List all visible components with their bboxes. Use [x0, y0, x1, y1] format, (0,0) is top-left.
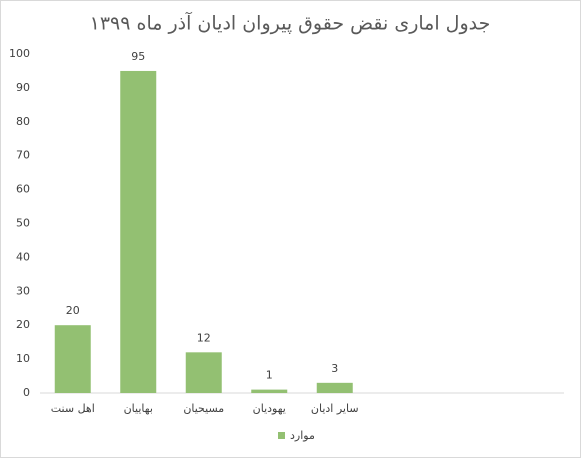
chart-title: جدول اماری نقض حقوق پیروان ادیان آذر ماه…: [90, 11, 491, 35]
y-tick-label: 10: [16, 352, 30, 365]
bar: [54, 325, 91, 393]
bar: [120, 70, 157, 393]
x-tick-label: مسیحیان: [183, 402, 224, 415]
y-tick-label: 0: [23, 386, 30, 399]
y-tick-label: 70: [16, 149, 30, 162]
data-label: 20: [66, 304, 80, 317]
x-tick-label: سایر ادیان: [311, 402, 359, 415]
bar: [185, 352, 222, 393]
y-tick-label: 60: [16, 183, 30, 196]
bar: [316, 382, 353, 393]
y-tick-label: 90: [16, 81, 30, 94]
y-tick-label: 30: [16, 284, 30, 297]
x-tick-label: اهل سنت: [51, 402, 95, 415]
legend-label: موارد: [290, 429, 315, 442]
y-tick-label: 40: [16, 250, 30, 263]
data-label: 95: [131, 50, 145, 63]
data-label: 1: [266, 369, 273, 382]
y-tick-label: 80: [16, 115, 30, 128]
legend-swatch: [278, 432, 285, 439]
data-label: 3: [331, 362, 338, 375]
y-tick-label: 100: [9, 47, 30, 60]
x-tick-label: یهودیان: [253, 402, 286, 415]
y-tick-label: 20: [16, 318, 30, 331]
y-tick-label: 50: [16, 217, 30, 230]
bar: [251, 389, 288, 393]
data-label: 12: [197, 331, 211, 344]
x-tick-label: بهاییان: [124, 402, 153, 415]
